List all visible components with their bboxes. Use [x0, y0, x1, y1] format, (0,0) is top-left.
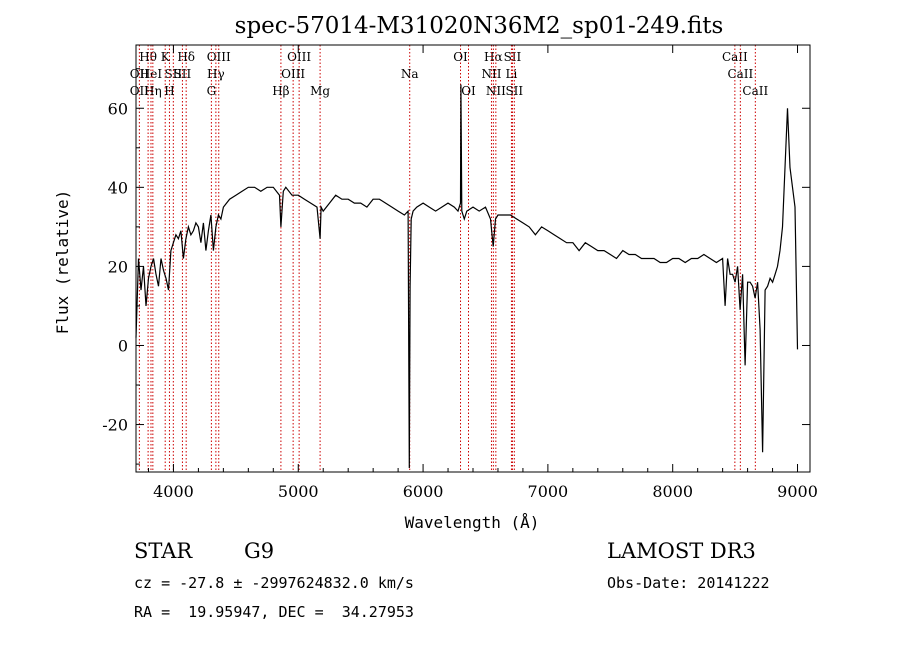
line-marker-label: Li [506, 67, 518, 81]
line-marker-label: Hθ [139, 50, 157, 64]
y-tick-label: 60 [108, 99, 128, 118]
line-marker-label: NII [481, 67, 501, 81]
line-marker-label: OI [461, 84, 476, 98]
x-axis-label: Wavelength (Å) [405, 513, 540, 532]
line-marker-label: SII [174, 67, 192, 81]
line-marker-label: SII [505, 84, 523, 98]
y-axis: -20 0 20 40 60 [102, 68, 810, 465]
redshift-velocity: cz = -27.8 ± -2997624832.0 km/s [134, 574, 414, 592]
object-class: STAR [134, 539, 193, 563]
line-marker-label: SII [504, 50, 522, 64]
line-marker-label: Hδ [177, 50, 195, 64]
line-marker-label: NII [486, 84, 506, 98]
line-marker-label: G [207, 84, 217, 98]
x-axis: 4000 5000 6000 7000 8000 9000 [147, 45, 818, 501]
line-marker-label: OII [130, 67, 150, 81]
line-marker-label: Na [401, 67, 419, 81]
spectrum-line [135, 84, 799, 469]
observation-date: Obs-Date: 20141222 [607, 574, 770, 592]
x-tick-label: 5000 [278, 482, 319, 501]
line-marker-label: CaII [722, 50, 748, 64]
x-tick-label: 4000 [153, 482, 194, 501]
y-axis-label: Flux (relative) [53, 190, 72, 335]
line-markers: HθOIIOIIHeIHηKSIIHHδSIIOIIIHγGOIIIOIIIHβ… [130, 45, 768, 472]
chart-title: spec-57014-M31020N36M2_sp01-249.fits [235, 13, 724, 39]
y-tick-label: 40 [108, 178, 128, 197]
line-marker-label: OII [130, 84, 150, 98]
line-marker-label: CaII [742, 84, 768, 98]
line-marker-label: H [164, 84, 174, 98]
line-marker-label: OI [453, 50, 468, 64]
line-marker-label: Hα [484, 50, 503, 64]
line-marker-label: Hγ [207, 67, 225, 81]
plot-frame [135, 44, 811, 473]
line-marker-label: OIII [281, 67, 305, 81]
x-tick-label: 6000 [403, 482, 444, 501]
y-tick-label: 20 [108, 257, 128, 276]
line-marker-label: OIII [287, 50, 311, 64]
line-marker-label: Mg [310, 84, 330, 98]
line-marker-label: OIII [207, 50, 231, 64]
x-tick-label: 8000 [652, 482, 693, 501]
line-marker-label: HeI [140, 67, 163, 81]
y-tick-label: 0 [118, 336, 128, 355]
y-tick-label: -20 [102, 416, 128, 435]
line-marker-label: K [161, 50, 171, 64]
survey-name: LAMOST DR3 [607, 539, 756, 563]
x-tick-label: 9000 [777, 482, 818, 501]
coordinates: RA = 19.95947, DEC = 34.27953 [134, 603, 414, 621]
line-marker-label: CaII [727, 67, 753, 81]
subclass: G9 [244, 539, 275, 563]
line-marker-label: Hβ [272, 84, 289, 98]
x-tick-label: 7000 [528, 482, 569, 501]
line-marker-label: Hη [144, 84, 162, 98]
